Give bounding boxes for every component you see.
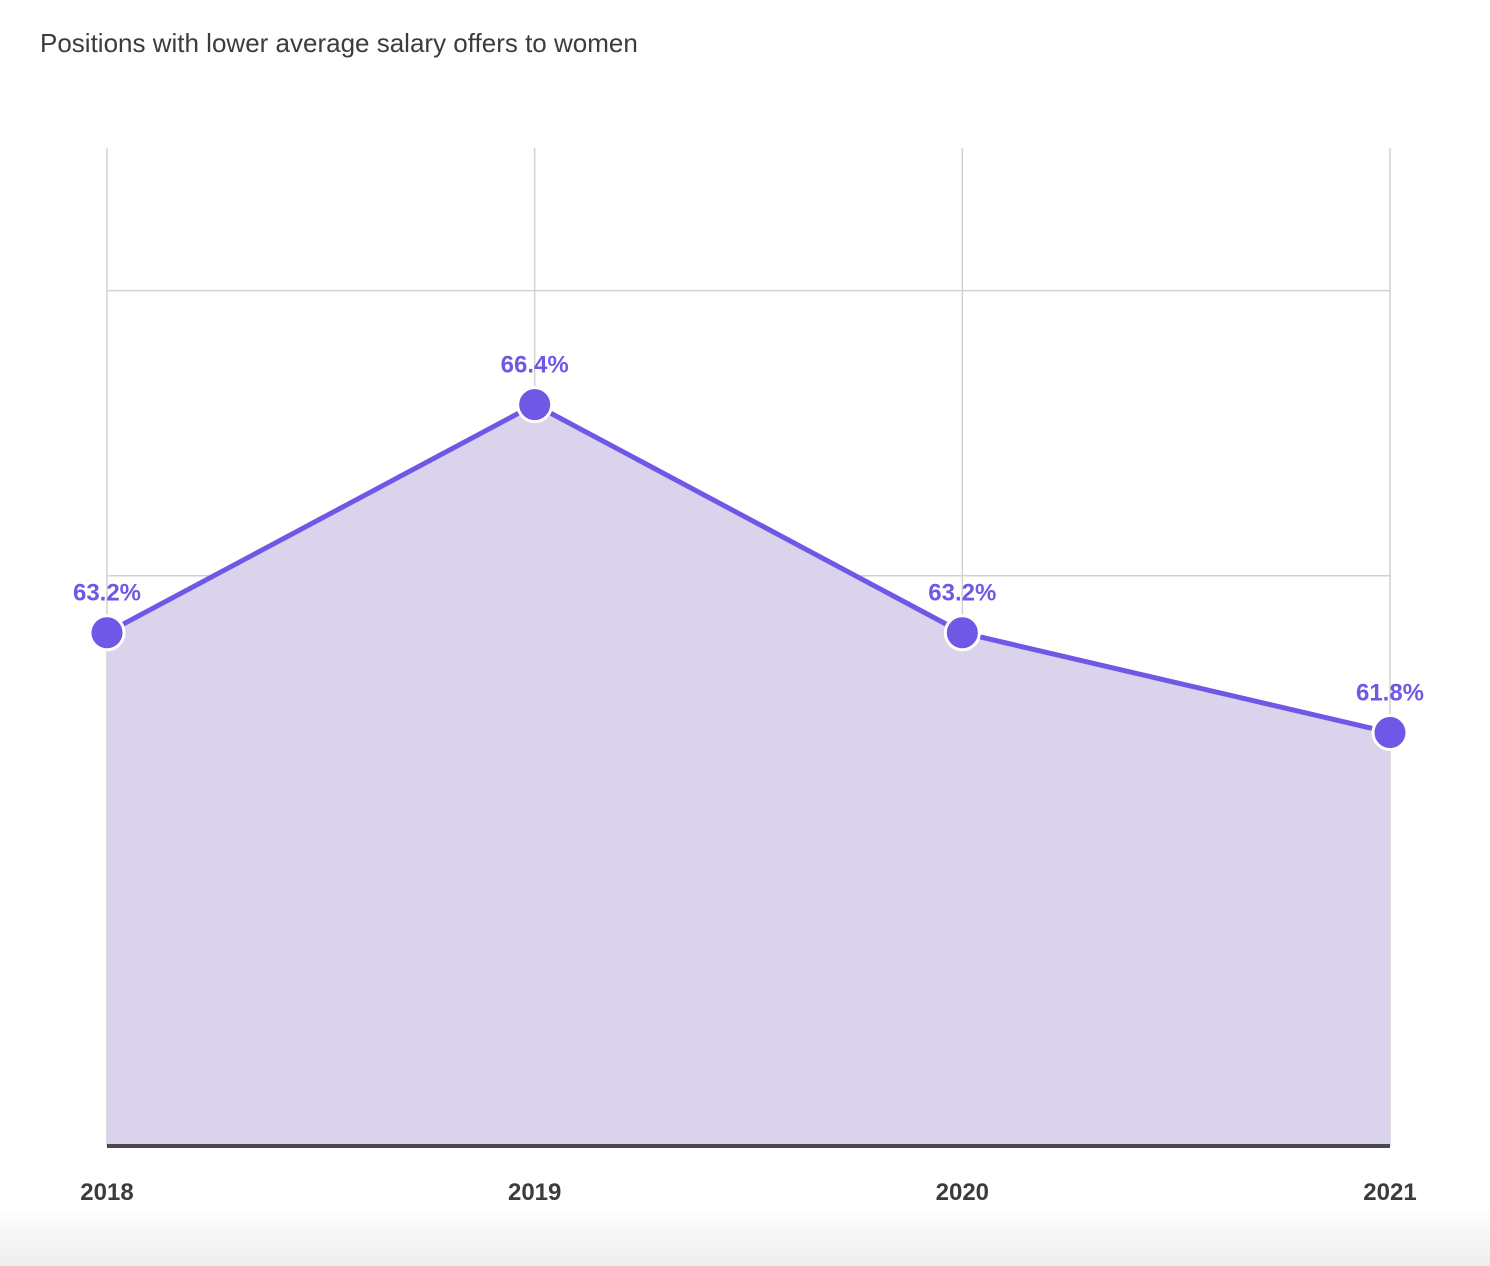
series-line <box>105 402 1391 735</box>
data-point-2021 <box>1371 714 1409 752</box>
x-tick-label-2018: 2018 <box>80 1179 133 1206</box>
bottom-shade <box>0 1206 1490 1266</box>
x-tick-label-2020: 2020 <box>936 1179 989 1206</box>
data-point-2018 <box>88 614 126 652</box>
data-point-2020 <box>943 614 981 652</box>
data-label-2019: 66.4% <box>501 352 569 379</box>
data-label-2021: 61.8% <box>1356 680 1424 707</box>
series-line-group <box>105 402 1391 735</box>
area-fill <box>107 404 1390 1147</box>
chart-title: Positions with lower average salary offe… <box>40 28 638 58</box>
data-markers <box>88 386 1409 752</box>
data-labels: 63.2% 66.4% 63.2% 61.8% <box>73 352 1424 707</box>
area-fill-group <box>107 404 1390 1147</box>
x-tick-label-2021: 2021 <box>1363 1179 1416 1206</box>
x-tick-label-2019: 2019 <box>508 1179 561 1206</box>
data-label-2020: 63.2% <box>928 580 996 607</box>
x-axis-ticks: 2018 2019 2020 2021 <box>80 1179 1416 1206</box>
data-point-2019 <box>516 386 554 424</box>
data-label-2018: 63.2% <box>73 580 141 607</box>
